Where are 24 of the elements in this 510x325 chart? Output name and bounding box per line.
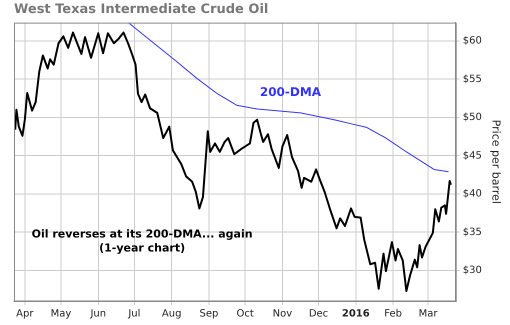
y-tick-label: $60 xyxy=(462,36,482,47)
y-tick-label: $30 xyxy=(462,265,482,276)
x-tick-label: Oct xyxy=(236,308,254,320)
x-tick-label: May xyxy=(50,308,72,320)
y-tick-label: $40 xyxy=(462,188,482,200)
annotation: (1-year chart) xyxy=(99,241,186,254)
y-tick-label: $50 xyxy=(462,112,482,124)
x-tick-label: Dec xyxy=(308,308,328,320)
x-tick-label: 2016 xyxy=(342,308,370,320)
x-tick-label: Aug xyxy=(162,308,182,320)
chart-title: West Texas Intermediate Crude Oil xyxy=(14,2,268,18)
series-label: 200-DMA xyxy=(260,84,322,99)
x-tick-label: Jun xyxy=(89,308,106,320)
x-tick-label: Mar xyxy=(418,308,438,320)
x-tick-label: Apr xyxy=(16,308,34,320)
x-tick-label: Feb xyxy=(384,308,402,320)
y-tick-label: $55 xyxy=(462,74,482,85)
y-tick-label: $45 xyxy=(462,150,482,162)
x-tick-label: Sep xyxy=(200,308,218,320)
y-tick-label: $35 xyxy=(462,226,482,238)
x-tick-label: Jul xyxy=(127,308,140,320)
x-tick-label: Nov xyxy=(272,308,292,320)
y-axis-title: Price per barrel xyxy=(490,120,503,204)
annotation: Oil reverses at its 200-DMA... again xyxy=(32,227,253,240)
